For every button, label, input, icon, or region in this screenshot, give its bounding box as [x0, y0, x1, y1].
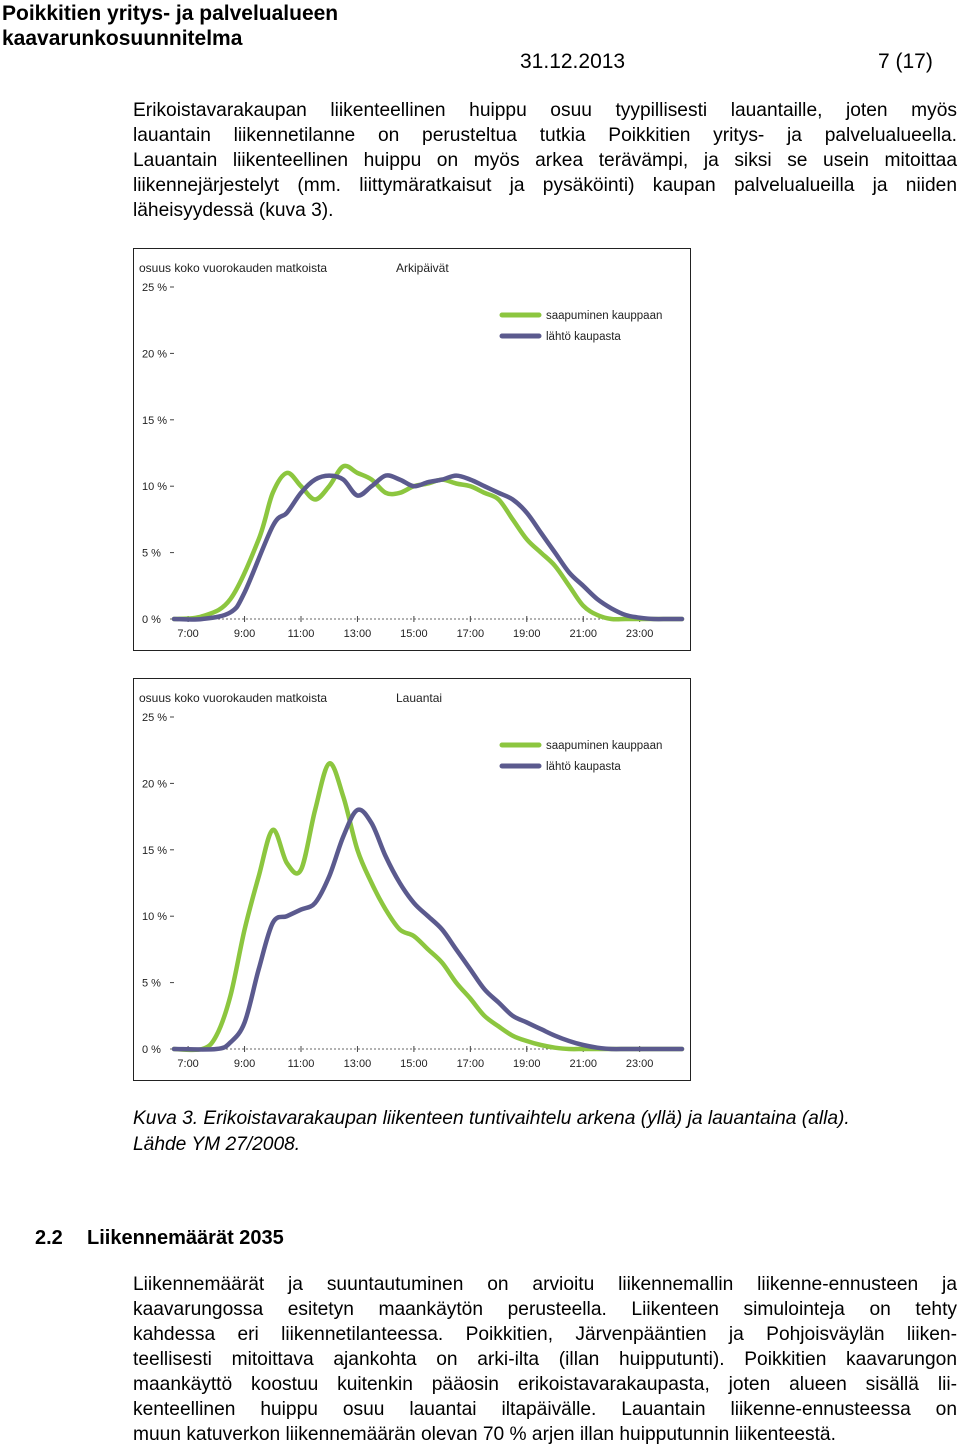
y-tick-label: 15 % [142, 415, 167, 427]
x-tick-label: 23:00 [626, 1058, 654, 1070]
paragraph-line: kahdessa eri liikennetilanteessa. Poikki… [133, 1324, 957, 1345]
y-tick-label: 20 % [142, 348, 167, 360]
paragraph-line: teellisesti mitoittava ajankohta on arki… [133, 1349, 957, 1370]
x-tick-label: 15:00 [400, 1058, 428, 1070]
saturday-chart-svg: osuus koko vuorokauden matkoista Lauantai… [139, 691, 685, 1070]
y-tick-label: 20 % [142, 778, 167, 790]
x-tick-label: 11:00 [288, 628, 315, 640]
series-line-departure [171, 807, 685, 1052]
series-line-arrival [171, 463, 685, 622]
figure-caption: Kuva 3. Erikoistavarakaupan liikenteen t… [133, 1106, 957, 1158]
x-tick-label: 7:00 [177, 1058, 198, 1070]
paragraph-line: muun katuverkon liikennemäärän olevan 70… [133, 1424, 836, 1445]
x-tick-label: 11:00 [288, 1058, 315, 1070]
document-title-line-1: Poikkitien yritys- ja palvelualueen [2, 2, 339, 25]
x-tick-label: 19:00 [513, 628, 541, 640]
chart-title: Lauantai [396, 691, 442, 705]
x-tick-label: 21:00 [569, 1058, 597, 1070]
y-tick-label: 5 % [142, 978, 161, 990]
caption-line: Kuva 3. Erikoistavarakaupan liikenteen t… [133, 1108, 850, 1129]
paragraph-line: liikennejärjestelyt (mm. liittymäratkais… [133, 175, 957, 196]
y-axis-label: osuus koko vuorokauden matkoista [139, 691, 327, 705]
x-tick-label: 13:00 [344, 628, 372, 640]
paragraph-line: Erikoistavarakaupan liikenteellinen huip… [133, 100, 957, 121]
x-tick-label: 17:00 [457, 628, 485, 640]
y-tick-label: 5 % [142, 548, 161, 560]
section-heading: 2.2 Liikennemäärät 2035 [35, 1227, 284, 1250]
x-tick-label: 13:00 [344, 1058, 372, 1070]
section-paragraph: Liikennemäärät ja suuntautuminen on arvi… [133, 1272, 957, 1447]
paragraph-line: kenteellinen huippu osuu lauantai iltapä… [133, 1399, 957, 1420]
x-tick-label: 21:00 [569, 628, 597, 640]
document-date: 31.12.2013 [520, 50, 626, 73]
caption-source: Lähde YM 27/2008. [133, 1134, 301, 1155]
y-tick-label: 25 % [142, 282, 167, 294]
legend-label: saapuminen kauppaan [546, 740, 662, 752]
paragraph-line: Lauantain liikenteellinen huippu on myös… [133, 150, 957, 171]
y-axis-label: osuus koko vuorokauden matkoista [139, 261, 327, 275]
y-tick-label: 10 % [142, 911, 167, 923]
y-tick-label: 0 % [142, 614, 161, 626]
legend-label: lähtö kaupasta [546, 331, 621, 343]
paragraph-line: lauantain liikennetilanne on perusteltua… [133, 125, 957, 146]
x-tick-label: 15:00 [400, 628, 428, 640]
y-tick-label: 10 % [142, 481, 167, 493]
series-line-departure [171, 473, 685, 622]
x-tick-label: 9:00 [234, 1058, 255, 1070]
legend-label: lähtö kaupasta [546, 761, 621, 773]
x-tick-label: 7:00 [177, 628, 198, 640]
y-tick-label: 25 % [142, 712, 167, 724]
x-tick-label: 19:00 [513, 1058, 541, 1070]
y-tick-label: 0 % [142, 1044, 161, 1056]
section-title: Liikennemäärät 2035 [87, 1227, 284, 1249]
document-title-line-2: kaavarunkosuunnitelma [2, 27, 243, 50]
paragraph-line: läheisyydessä (kuva 3). [133, 200, 334, 221]
weekday-chart-svg: osuus koko vuorokauden matkoista Arkipäiv… [139, 261, 685, 640]
paragraph-line: Liikennemäärät ja suuntautuminen on arvi… [133, 1274, 957, 1295]
legend-label: saapuminen kauppaan [546, 310, 662, 322]
saturday-traffic-chart: osuus koko vuorokauden matkoista Lauantai… [133, 678, 691, 1081]
x-tick-label: 9:00 [234, 628, 255, 640]
paragraph-line: kaavarungossa esitetyn maankäytön perust… [133, 1299, 957, 1320]
page-number: 7 (17) [878, 50, 933, 73]
chart-title: Arkipäivät [396, 261, 449, 275]
y-tick-label: 15 % [142, 845, 167, 857]
paragraph-line: maankäyttö koostuu kuitenkin pääosin eri… [133, 1374, 957, 1395]
x-tick-label: 23:00 [626, 628, 654, 640]
series-line-arrival [171, 761, 685, 1053]
intro-paragraph: Erikoistavarakaupan liikenteellinen huip… [133, 98, 957, 223]
weekday-traffic-chart: osuus koko vuorokauden matkoista Arkipäiv… [133, 248, 691, 651]
section-number: 2.2 [35, 1227, 63, 1249]
x-tick-label: 17:00 [457, 1058, 485, 1070]
